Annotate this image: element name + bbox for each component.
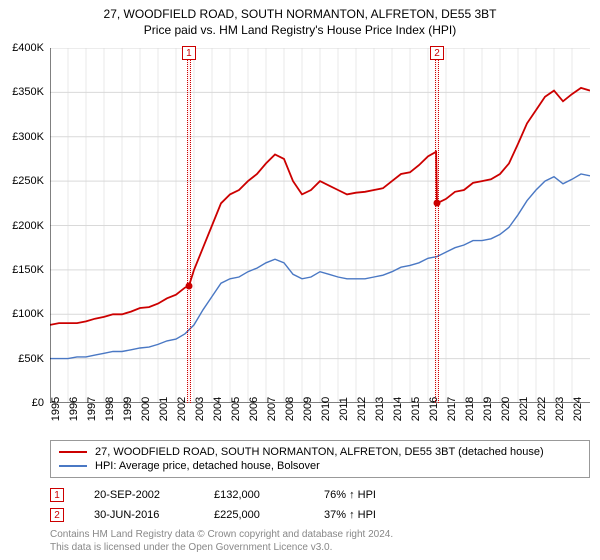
event-id-box-2: 2 [50,508,64,522]
x-axis-label: 2009 [302,397,314,421]
legend-swatch-2 [59,465,87,467]
y-axis-label: £300K [12,131,44,143]
x-axis-label: 2020 [500,397,512,421]
event-band [435,48,439,403]
x-axis-label: 1995 [50,397,62,421]
footer: Contains HM Land Registry data © Crown c… [50,529,393,554]
legend-label-1: 27, WOODFIELD ROAD, SOUTH NORMANTON, ALF… [95,446,544,458]
footer-line-1: Contains HM Land Registry data © Crown c… [50,529,393,542]
y-axis-label: £250K [12,175,44,187]
event-row-1: 1 20-SEP-2002 £132,000 76% ↑ HPI [50,485,414,505]
x-axis-label: 2006 [248,397,260,421]
title-block: 27, WOODFIELD ROAD, SOUTH NORMANTON, ALF… [0,0,600,38]
events-table: 1 20-SEP-2002 £132,000 76% ↑ HPI 2 30-JU… [50,485,414,525]
event-band [187,48,191,403]
event-price-1: £132,000 [214,489,294,501]
event-row-2: 2 30-JUN-2016 £225,000 37% ↑ HPI [50,505,414,525]
x-axis-label: 2005 [230,397,242,421]
x-axis-label: 2022 [536,397,548,421]
y-axis-label: £50K [18,353,44,365]
x-axis-label: 1997 [86,397,98,421]
sale-point-dot [434,200,441,207]
event-date-2: 30-JUN-2016 [94,509,184,521]
legend-label-2: HPI: Average price, detached house, Bols… [95,460,320,472]
event-marker: 1 [182,46,196,60]
sale-point-dot [185,282,192,289]
x-axis-label: 2015 [410,397,422,421]
chart-plot-area: £0£50K£100K£150K£200K£250K£300K£350K£400… [50,48,590,403]
event-price-2: £225,000 [214,509,294,521]
x-axis-label: 2017 [446,397,458,421]
title-line-2: Price paid vs. HM Land Registry's House … [0,22,600,38]
x-axis-label: 2019 [482,397,494,421]
event-pct-2: 37% ↑ HPI [324,509,414,521]
legend: 27, WOODFIELD ROAD, SOUTH NORMANTON, ALF… [50,440,590,478]
x-axis-label: 2004 [212,397,224,421]
event-date-1: 20-SEP-2002 [94,489,184,501]
x-axis-label: 2012 [356,397,368,421]
y-axis-label: £0 [32,397,44,409]
x-axis-label: 2007 [266,397,278,421]
x-axis-label: 2001 [158,397,170,421]
y-axis-label: £150K [12,264,44,276]
x-axis-label: 2024 [572,397,584,421]
x-axis-label: 2011 [338,397,350,421]
event-pct-1: 76% ↑ HPI [324,489,414,501]
x-axis-label: 2023 [554,397,566,421]
x-axis-label: 2008 [284,397,296,421]
chart-container: 27, WOODFIELD ROAD, SOUTH NORMANTON, ALF… [0,0,600,560]
legend-row-1: 27, WOODFIELD ROAD, SOUTH NORMANTON, ALF… [59,445,581,459]
x-axis-label: 2010 [320,397,332,421]
x-axis-label: 1999 [122,397,134,421]
y-axis-label: £100K [12,308,44,320]
y-axis-label: £350K [12,86,44,98]
x-axis-label: 2000 [140,397,152,421]
y-axis-label: £400K [12,42,44,54]
x-axis-label: 1996 [68,397,80,421]
x-axis-label: 2018 [464,397,476,421]
title-line-1: 27, WOODFIELD ROAD, SOUTH NORMANTON, ALF… [0,6,600,22]
event-marker: 2 [430,46,444,60]
legend-row-2: HPI: Average price, detached house, Bols… [59,459,581,473]
x-axis-label: 2021 [518,397,530,421]
x-axis-label: 1998 [104,397,116,421]
legend-swatch-1 [59,451,87,453]
x-axis-label: 2003 [194,397,206,421]
x-axis-label: 2013 [374,397,386,421]
footer-line-2: This data is licensed under the Open Gov… [50,542,393,555]
event-id-box-1: 1 [50,488,64,502]
x-axis-label: 2014 [392,397,404,421]
chart-svg [50,48,590,403]
y-axis-label: £200K [12,220,44,232]
